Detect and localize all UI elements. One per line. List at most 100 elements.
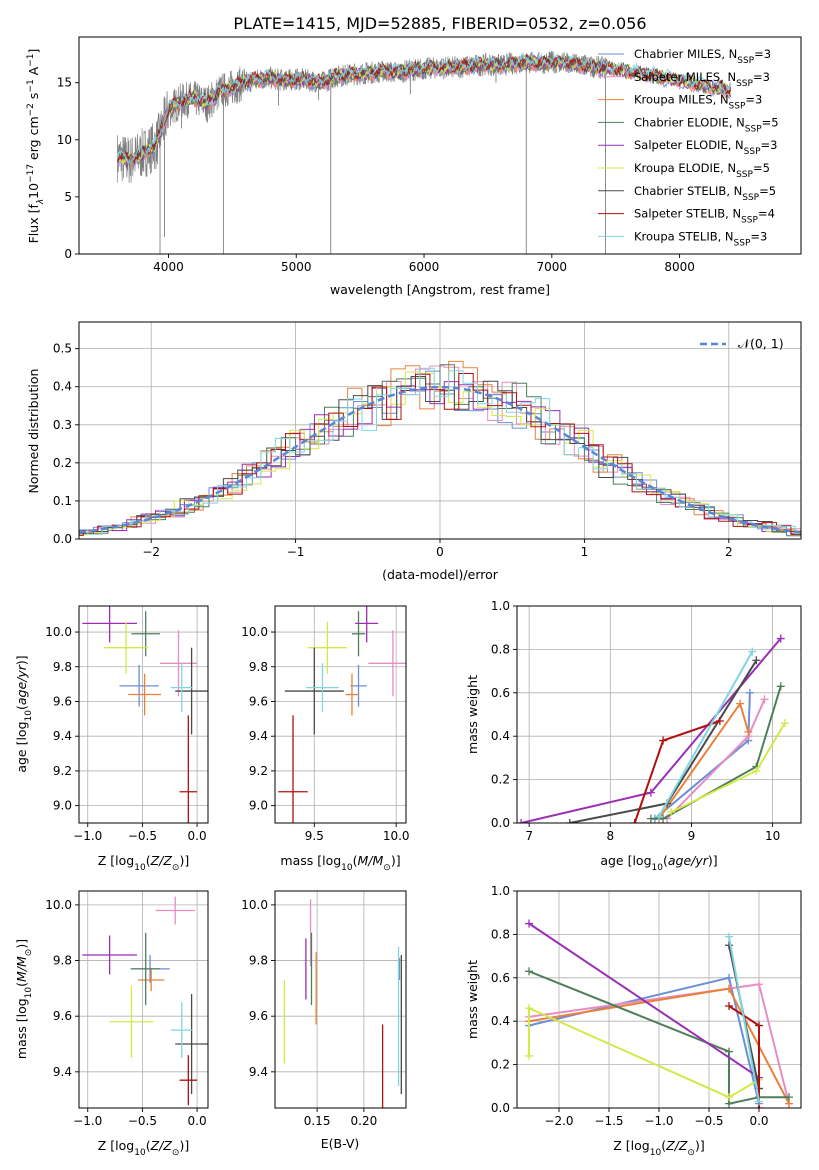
residuals-panel: −2 −1 0 1 2 0.0 0.1 0.2 0.3 0.4 0.5 𝒩(0, 1) (data-mo…: [26, 321, 802, 582]
x-tick-label: −0.5: [694, 1114, 723, 1128]
x-tick-label: 7000: [537, 260, 568, 274]
label-part: ⊙: [172, 863, 180, 873]
label-part: 10: [650, 1148, 662, 1158]
mass-vs-extinction-panel: 0.15 0.20 9.4 9.6 9.8 10.0 E(B-V): [241, 890, 407, 1151]
label-part: )]: [391, 853, 401, 868]
label-part: Z/Z: [665, 1138, 688, 1153]
x-tick-label: 8: [606, 829, 614, 843]
y-tick-label: 9.6: [249, 694, 268, 708]
y-tick-label: 10: [57, 133, 72, 147]
label-part: ⊙: [383, 863, 391, 873]
data-marker: [745, 688, 754, 697]
y-tick-label: 0.0: [491, 1101, 510, 1115]
y-tick-label: 5: [64, 190, 72, 204]
y-tick-label: 9.4: [53, 729, 72, 743]
mass-weight-vs-metallicity-panel: −2.0 −1.5 −1.0 −0.5 0.0 0.0 0.2 0.4 0.6 0.8 1.0 Z […: [465, 884, 802, 1158]
label-part: 10: [341, 863, 353, 873]
data-marker: [755, 1097, 763, 1106]
mass-weight-line: [528, 1006, 760, 1099]
x-axis-label: Z [log10(Z/Z⊙)]: [98, 853, 189, 873]
y-tick-label: 9.6: [53, 694, 72, 708]
label-part: (: [14, 705, 29, 710]
x-tick-label: 0.0: [188, 1114, 207, 1128]
mass-weight-line: [728, 936, 760, 1102]
y-tick-label: 0.2: [491, 773, 510, 787]
label-part: 10: [24, 710, 34, 722]
label-part: Chabrier STELIB, N: [634, 184, 742, 198]
label-part: λ: [36, 199, 46, 205]
x-tick-label: −1.5: [594, 1114, 623, 1128]
y-tick-label: 9.4: [53, 1065, 72, 1079]
x-axis-label: E(B-V): [321, 1136, 360, 1151]
y-tick-label: 1.0: [491, 884, 510, 898]
label-part: 10: [134, 863, 146, 873]
label-part: =4: [758, 207, 775, 221]
data-marker: [646, 788, 655, 797]
data-marker: [760, 695, 769, 704]
plot-area: [278, 606, 406, 823]
label-part: ]: [26, 49, 41, 54]
legend-entry: Salpeter MILES, NSSP=3: [634, 70, 770, 89]
axes-frame: [78, 890, 209, 1109]
label-part: Chabrier ELODIE, N: [634, 115, 745, 129]
label-part: −17: [26, 164, 36, 183]
x-axis-label: wavelength [Angstrom, rest frame]: [330, 282, 550, 297]
axes-frame: [274, 890, 407, 1109]
residual-histogram: [79, 364, 801, 537]
label-part: SSP: [742, 193, 759, 203]
axes-frame: [274, 605, 407, 824]
legend-entry: Salpeter STELIB, NSSP=4: [634, 207, 775, 226]
y-tick-label: 9.8: [249, 954, 268, 968]
data-marker: [785, 1093, 793, 1102]
label-part: =3: [761, 138, 778, 152]
data-marker: [517, 819, 526, 823]
label-part: Z/Z: [150, 1138, 173, 1153]
plot-area: [116, 50, 732, 254]
y-tick-label: 0.2: [53, 456, 72, 470]
data-marker: [725, 932, 733, 941]
y-tick-label: 10.0: [45, 898, 72, 912]
data-marker: [725, 941, 733, 950]
y-tick-label: 0.6: [491, 686, 510, 700]
age-vs-mass-panel: 9.5 10.0 9.0 9.2 9.4 9.6 9.8 10.0 mass [log10(M/…: [241, 605, 410, 873]
label-part: 10: [652, 863, 664, 873]
mass-weight-line: [528, 983, 790, 1104]
label-part: Z [log: [98, 853, 134, 868]
x-tick-label: 8000: [664, 260, 695, 274]
legend-entry: Chabrier ELODIE, NSSP=5: [634, 115, 779, 134]
age-vs-metallicity-panel: −1.0 −0.5 0.09.09.29.49.69.810.0Z [log10(Z…: [14, 605, 209, 873]
y-axis-label: mass [log10(M/M⊙)]: [14, 939, 34, 1059]
label-part: =5: [753, 161, 770, 175]
plot-area: [82, 896, 208, 1106]
data-marker: [667, 808, 676, 817]
normal-curve: [79, 385, 801, 534]
x-axis-label: mass [log10(M/M⊙)]: [280, 853, 400, 873]
label-part: ⊙: [24, 949, 34, 957]
label-part: SSP: [734, 238, 751, 248]
data-marker: [655, 812, 663, 821]
data-marker: [525, 967, 533, 976]
data-marker: [725, 1047, 733, 1056]
residual-histogram: [79, 376, 801, 537]
x-axis-label: (data-model)/error: [382, 567, 499, 582]
y-tick-label: 10.0: [241, 625, 268, 639]
data-marker: [752, 766, 761, 775]
x-tick-label: 0.0: [749, 1114, 768, 1128]
label-part: SSP: [737, 56, 754, 66]
label-part: =5: [759, 184, 776, 198]
y-tick-label: 9.2: [249, 764, 268, 778]
y-tick-label: 0.4: [491, 1014, 510, 1028]
data-marker: [659, 814, 668, 823]
label-part: Z [log: [98, 1138, 134, 1153]
y-tick-label: 0.8: [491, 927, 510, 941]
label-part: age/yr: [668, 853, 709, 868]
data-marker: [525, 919, 533, 928]
label-part: =5: [762, 115, 779, 129]
label-part: SSP: [741, 216, 758, 226]
label-part: )]: [708, 853, 718, 868]
x-tick-label: −0.5: [128, 829, 157, 843]
x-tick-label: −1.0: [73, 829, 102, 843]
label-part: )]: [14, 939, 29, 949]
legend-entry: Chabrier MILES, NSSP=3: [634, 47, 771, 66]
